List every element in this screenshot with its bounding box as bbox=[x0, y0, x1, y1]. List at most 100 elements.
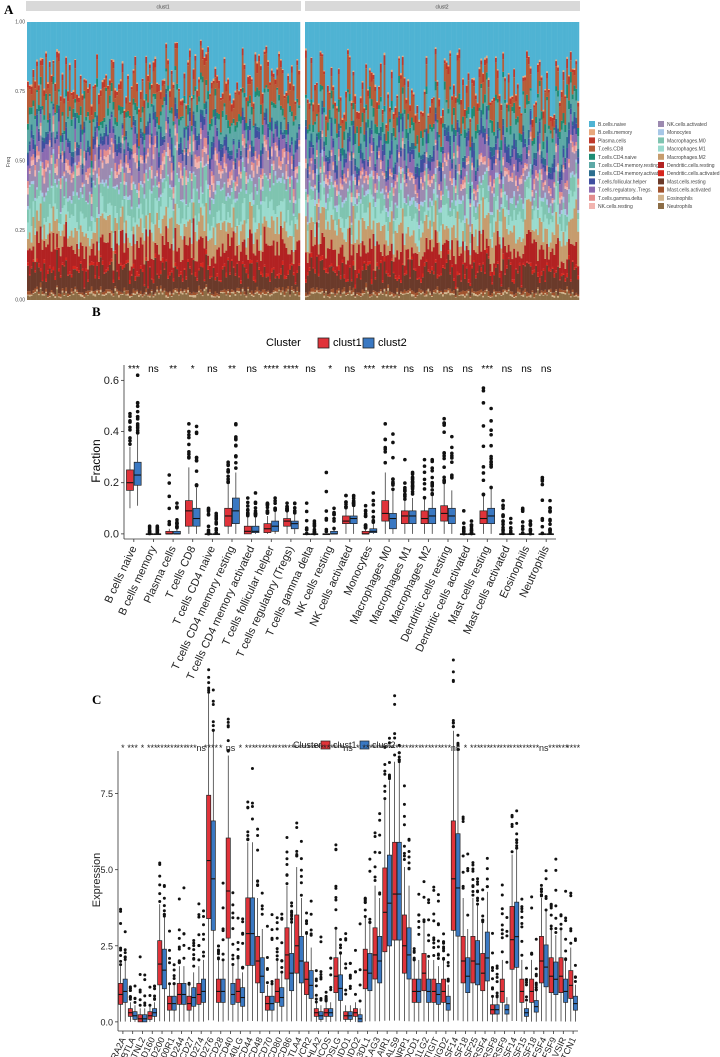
stack-segment bbox=[341, 207, 344, 219]
stack-segment bbox=[159, 126, 162, 133]
stack-segment bbox=[121, 229, 124, 266]
stack-segment bbox=[178, 88, 181, 92]
stack-segment bbox=[438, 166, 441, 172]
stack-segment bbox=[168, 197, 172, 219]
stack-segment bbox=[190, 295, 193, 297]
stack-segment bbox=[185, 109, 188, 127]
stack-segment bbox=[317, 227, 320, 245]
stack-segment bbox=[290, 220, 293, 237]
stack-segment bbox=[121, 166, 124, 169]
stack-segment bbox=[227, 181, 230, 188]
stack-segment bbox=[315, 155, 319, 157]
stack-segment bbox=[181, 98, 184, 101]
stack-segment bbox=[230, 103, 233, 105]
stack-segment bbox=[378, 108, 381, 133]
stack-segment bbox=[281, 264, 284, 287]
stack-segment bbox=[94, 185, 97, 188]
stack-segment bbox=[367, 207, 370, 226]
stack-segment bbox=[165, 105, 168, 122]
stack-segment bbox=[423, 22, 426, 90]
stack-segment bbox=[141, 269, 144, 273]
stack-segment bbox=[254, 151, 257, 157]
stack-segment bbox=[250, 181, 253, 193]
stack-segment bbox=[294, 293, 297, 296]
stack-segment bbox=[227, 291, 230, 293]
stack-segment bbox=[105, 75, 108, 79]
stack-segment bbox=[332, 288, 335, 293]
stack-segment bbox=[359, 143, 362, 150]
stack-segment bbox=[47, 216, 50, 235]
stack-segment bbox=[114, 134, 117, 140]
stack-segment bbox=[212, 203, 215, 218]
stack-segment bbox=[134, 55, 137, 57]
stack-segment bbox=[96, 53, 99, 55]
stack-segment bbox=[245, 101, 248, 124]
stack-segment bbox=[323, 71, 326, 75]
stack-segment bbox=[148, 123, 152, 135]
stack-segment bbox=[374, 86, 377, 91]
stack-segment bbox=[219, 161, 222, 166]
stack-segment bbox=[176, 83, 179, 90]
stack-segment bbox=[159, 115, 162, 127]
stack-segment bbox=[410, 197, 414, 205]
stack-segment bbox=[72, 163, 75, 172]
stack-segment bbox=[357, 111, 361, 113]
stack-segment bbox=[387, 166, 390, 180]
stack-segment bbox=[296, 270, 299, 273]
stack-segment bbox=[250, 263, 253, 291]
stack-segment bbox=[185, 105, 188, 110]
stack-segment bbox=[409, 216, 412, 237]
stack-segment bbox=[48, 268, 51, 293]
stack-segment bbox=[190, 296, 193, 300]
stack-segment bbox=[39, 282, 42, 288]
stack-segment bbox=[112, 295, 115, 297]
stack-segment bbox=[337, 290, 340, 293]
stack-segment bbox=[261, 201, 264, 224]
stack-segment bbox=[183, 152, 186, 155]
stack-segment bbox=[431, 22, 434, 99]
stack-segment bbox=[154, 293, 157, 296]
facet-strip-clust1-label: clust1 bbox=[156, 5, 169, 11]
stack-segment bbox=[67, 165, 70, 173]
stack-segment bbox=[36, 198, 39, 211]
stack-segment bbox=[412, 159, 415, 177]
stack-segment bbox=[330, 239, 333, 264]
stack-segment bbox=[77, 248, 81, 257]
stack-segment bbox=[398, 132, 401, 153]
stack-segment bbox=[269, 129, 272, 147]
stack-segment bbox=[96, 217, 99, 242]
stack-segment bbox=[79, 187, 82, 192]
stack-segment bbox=[216, 83, 219, 113]
stack-segment bbox=[376, 159, 379, 173]
stack-segment bbox=[110, 59, 113, 61]
stack-segment bbox=[170, 137, 173, 145]
stack-segment bbox=[407, 87, 410, 114]
stack-segment bbox=[289, 83, 292, 91]
stack-segment bbox=[116, 213, 119, 224]
stack-segment bbox=[431, 98, 434, 99]
stack-segment bbox=[161, 294, 164, 300]
stack-segment bbox=[199, 162, 202, 187]
stack-segment bbox=[56, 158, 59, 167]
stack-segment bbox=[209, 158, 212, 160]
stack-segment bbox=[196, 135, 199, 141]
stack-segment bbox=[243, 264, 246, 268]
stack-segment bbox=[179, 178, 182, 200]
stack-segment bbox=[141, 155, 144, 160]
stack-segment bbox=[67, 198, 70, 202]
stack-segment bbox=[305, 189, 308, 192]
stack-segment bbox=[410, 235, 414, 248]
stack-segment bbox=[28, 22, 31, 85]
stack-segment bbox=[192, 171, 195, 174]
stack-segment bbox=[68, 140, 71, 143]
stack-segment bbox=[172, 22, 175, 83]
stack-segment bbox=[188, 136, 192, 145]
stack-segment bbox=[274, 84, 277, 105]
stack-segment bbox=[252, 125, 255, 128]
stack-segment bbox=[394, 202, 397, 205]
stack-segment bbox=[221, 99, 224, 111]
stack-segment bbox=[145, 292, 148, 294]
stack-segment bbox=[83, 121, 86, 127]
stack-segment bbox=[74, 253, 77, 266]
stack-segment bbox=[359, 133, 362, 144]
